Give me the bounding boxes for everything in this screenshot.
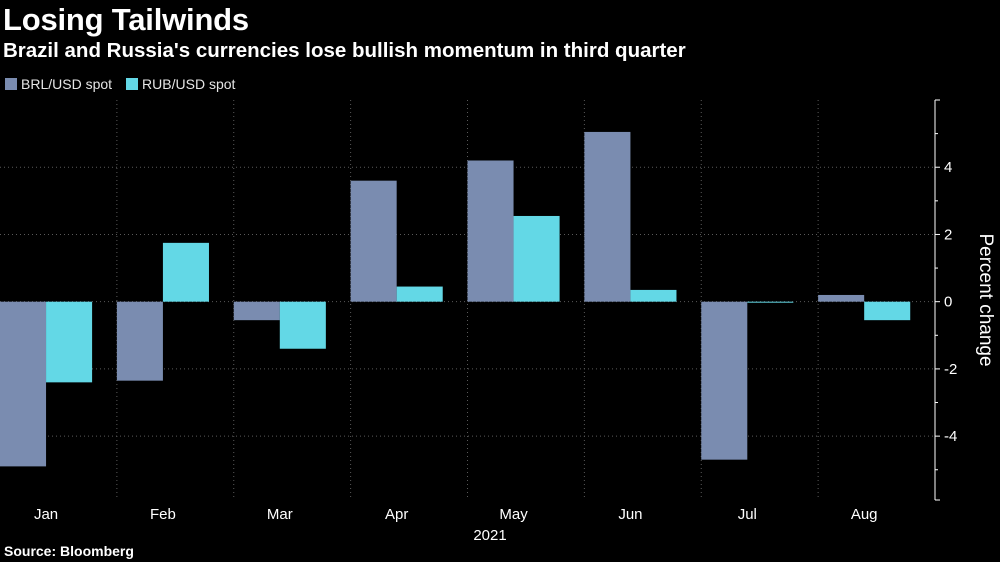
bar-brl-aug (818, 294, 865, 302)
bar-brl-jul (701, 301, 748, 460)
legend: BRL/USD spot RUB/USD spot (5, 76, 249, 92)
x-tick-label-apr: Apr (385, 506, 408, 523)
bar-rub-may (513, 215, 560, 302)
bars (0, 131, 911, 467)
x-tick-label-jan: Jan (34, 506, 58, 523)
x-axis-title: 2021 (473, 527, 506, 544)
y-tick-label: 2 (944, 226, 952, 243)
x-tick-label-feb: Feb (150, 506, 176, 523)
y-tick-label: 0 (944, 294, 952, 311)
legend-swatch-brl (5, 78, 17, 90)
bar-rub-jun (630, 289, 677, 302)
x-tick-label-may: May (499, 506, 528, 523)
bar-brl-feb (116, 301, 163, 381)
legend-label-brl: BRL/USD spot (21, 76, 113, 92)
x-tick-label-aug: Aug (851, 506, 878, 523)
x-axis: Jan Feb Mar Apr May Jun Jul Aug (34, 506, 878, 523)
legend-swatch-rub (126, 78, 139, 90)
x-tick-label-jul: Jul (738, 506, 757, 523)
y-axis-title: Percent change (975, 233, 996, 366)
y-tick-label: -4 (944, 428, 957, 445)
y-tick-label: -2 (944, 361, 957, 378)
bar-brl-apr (350, 180, 397, 302)
bar-brl-jun (584, 131, 631, 302)
legend-label-rub: RUB/USD spot (142, 76, 236, 92)
legend-item-rub: RUB/USD spot (126, 76, 235, 92)
bar-rub-jan (46, 301, 93, 383)
chart-subtitle: Brazil and Russia's currencies lose bull… (3, 39, 686, 62)
y-axis: -4 -2 0 2 4 (934, 99, 957, 501)
bar-brl-may (467, 160, 514, 302)
source-note: Source: Bloomberg (4, 543, 134, 559)
bar-rub-apr (396, 286, 443, 302)
bar-brl-mar (233, 301, 280, 321)
chart-title: Losing Tailwinds (3, 2, 249, 37)
bar-rub-feb (162, 242, 209, 302)
bar-rub-jul (747, 301, 794, 303)
bar-brl-jan (0, 301, 47, 467)
bar-rub-mar (279, 301, 326, 349)
y-tick-label: 4 (944, 159, 952, 176)
x-tick-label-mar: Mar (267, 506, 293, 523)
bar-rub-aug (864, 301, 911, 321)
legend-item-brl: BRL/USD spot (5, 76, 112, 92)
x-tick-label-jun: Jun (618, 506, 642, 523)
